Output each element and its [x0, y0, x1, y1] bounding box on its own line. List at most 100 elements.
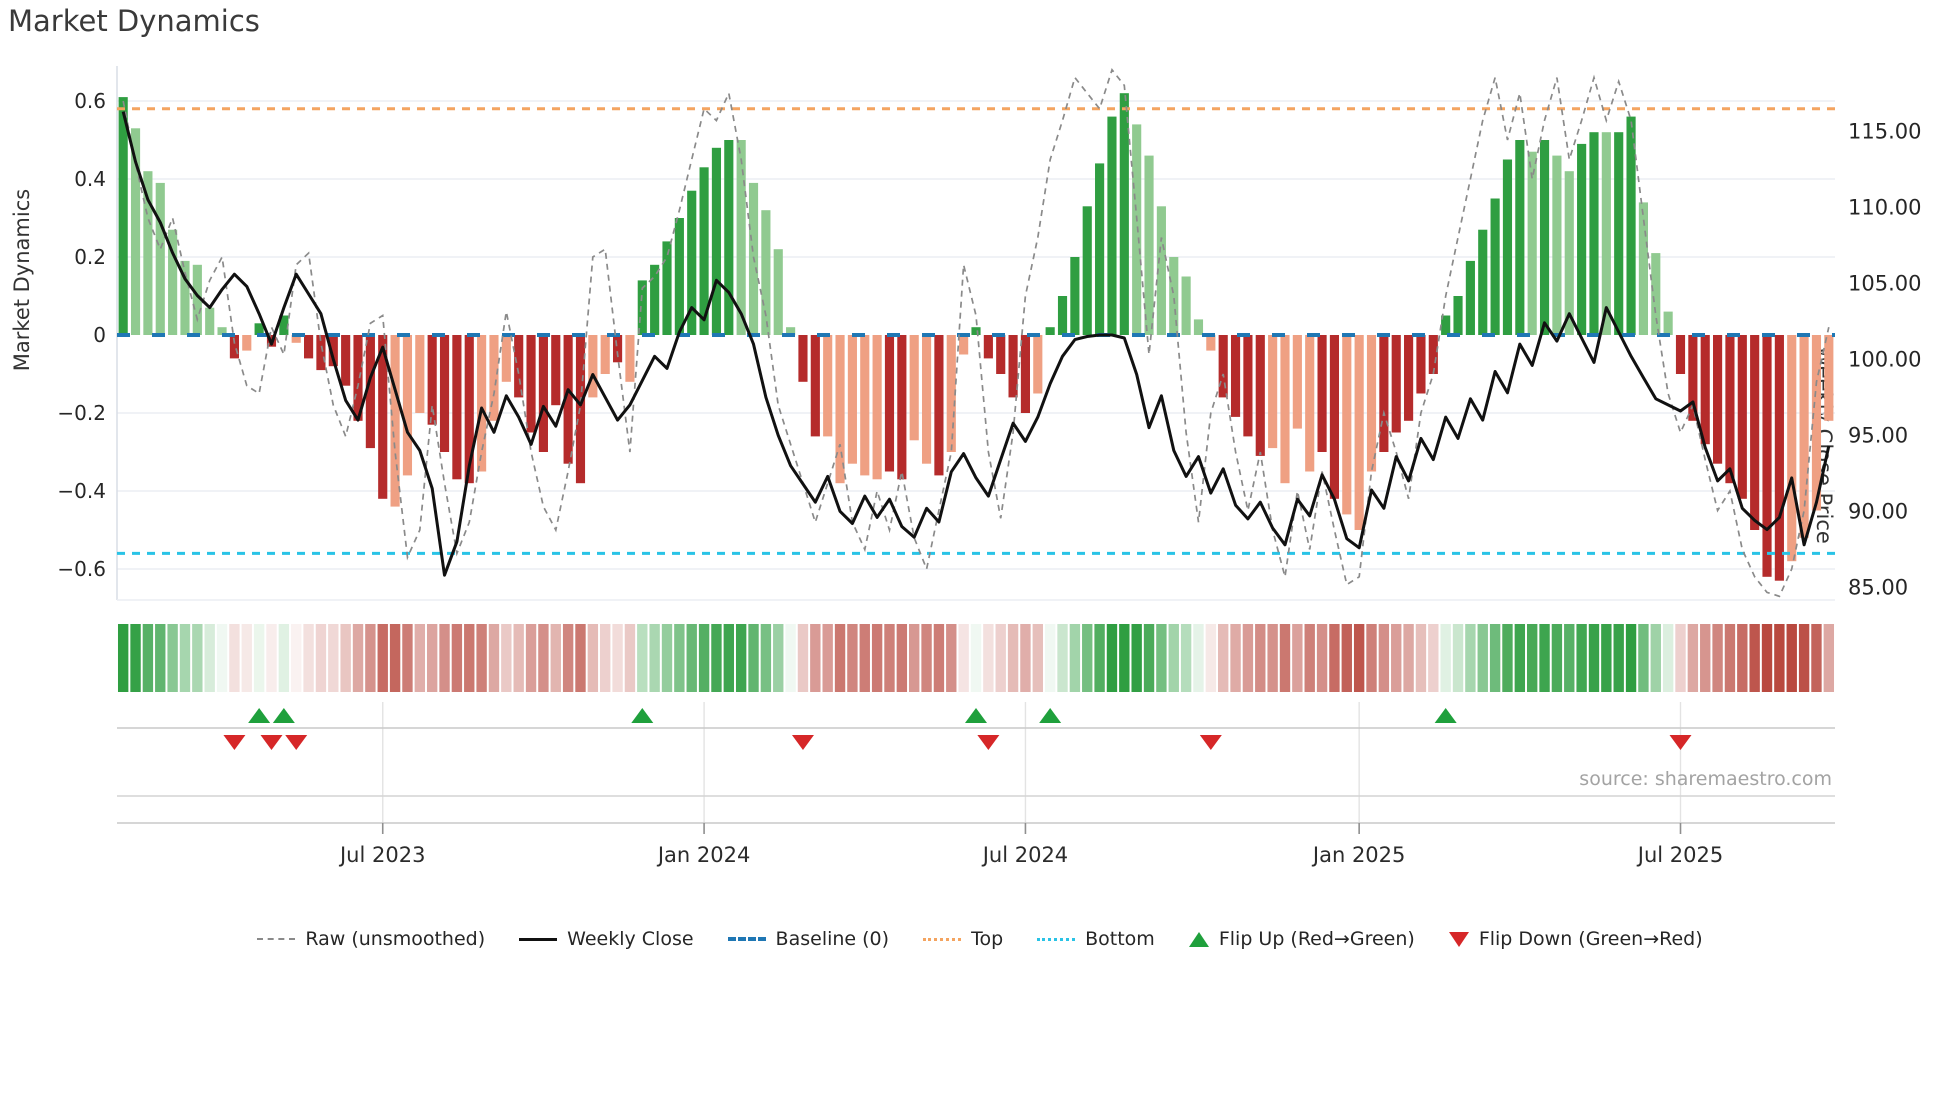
oscillator-bar	[1070, 257, 1080, 335]
flip-up-triangle-icon	[1188, 931, 1209, 947]
heatmap-cell	[637, 624, 648, 692]
oscillator-bar	[612, 335, 623, 363]
oscillator-bar	[637, 280, 647, 335]
oscillator-bar	[798, 335, 808, 382]
heatmap-cell	[1601, 624, 1612, 692]
heatmap-cell	[1749, 624, 1760, 692]
oscillator-bar	[1614, 132, 1624, 335]
legend-label: Flip Down (Green→Red)	[1478, 928, 1703, 950]
right-tick-label: 105.00	[1848, 271, 1921, 295]
oscillator-bar	[934, 335, 944, 476]
oscillator-bar	[1502, 159, 1513, 335]
heatmap-cell	[488, 624, 500, 692]
heatmap-cell	[328, 624, 339, 692]
oscillator-bar	[1243, 335, 1253, 437]
flip-down-marker-icon	[285, 735, 308, 750]
oscillator-bar	[1082, 206, 1092, 335]
heatmap-cell	[1724, 624, 1736, 692]
heatmap-cell	[748, 624, 759, 692]
oscillator-bar	[316, 335, 326, 371]
heatmap-cell	[1316, 624, 1328, 692]
oscillator-bar	[996, 335, 1006, 374]
heatmap-cell	[1761, 624, 1773, 692]
oscillator-bar	[1638, 202, 1648, 335]
heatmap-cell	[1032, 624, 1043, 692]
heatmap-cell	[884, 624, 895, 692]
heatmap-cell	[1737, 624, 1748, 692]
heatmap-cell	[340, 624, 351, 692]
heatmap-cell	[1069, 624, 1081, 692]
oscillator-bar	[1799, 335, 1809, 538]
heatmap-cell	[958, 624, 969, 692]
oscillator-bar	[279, 315, 289, 335]
heatmap-cell	[723, 624, 734, 692]
oscillator-bar	[501, 335, 511, 382]
heatmap-cell	[921, 624, 932, 692]
oscillator-bar	[699, 167, 709, 335]
heatmap-cell	[352, 624, 364, 692]
heatmap-cell	[1786, 624, 1797, 692]
heatmap-cell	[946, 624, 957, 692]
oscillator-bar	[1218, 335, 1228, 398]
heatmap-cell	[1304, 624, 1315, 692]
heatmap-cell	[204, 624, 215, 692]
heatmap-cell	[1539, 624, 1550, 692]
heatmap-cell	[501, 624, 512, 692]
oscillator-bar	[736, 140, 746, 335]
heatmap-cell	[1156, 624, 1167, 692]
oscillator-bar	[1465, 260, 1475, 335]
heatmap-cell	[402, 624, 413, 692]
oscillator-bar	[439, 335, 450, 452]
oscillator-bar	[1441, 315, 1451, 335]
oscillator-bar	[1057, 296, 1068, 335]
oscillator-bar	[1280, 335, 1290, 484]
oscillator-bar	[217, 327, 227, 335]
oscillator-bar	[1539, 140, 1550, 335]
oscillator-bar	[1255, 335, 1265, 456]
heatmap-cell	[600, 624, 611, 692]
heatmap-cell	[192, 624, 203, 692]
heatmap-strip	[117, 624, 1835, 692]
oscillator-bar	[588, 335, 598, 398]
oscillator-bar	[1527, 151, 1537, 335]
heatmap-cell	[1638, 624, 1649, 692]
oscillator-bar	[1811, 335, 1822, 511]
heatmap-cell	[179, 624, 191, 692]
oscillator-bar	[304, 335, 314, 359]
oscillator-bar	[489, 335, 499, 421]
heatmap-cell	[1675, 624, 1686, 692]
heatmap-cell	[1440, 624, 1451, 692]
flip-down-marker-icon	[1199, 735, 1222, 750]
heatmap-cell	[871, 624, 883, 692]
heatmap-cell	[1489, 624, 1501, 692]
flip-down-marker-icon	[977, 735, 1000, 750]
oscillator-bar	[180, 260, 190, 335]
right-tick-label: 110.00	[1848, 195, 1921, 219]
heatmap-cell	[1255, 624, 1266, 692]
right-tick-label: 90.00	[1848, 499, 1908, 523]
heatmap-cell	[1119, 624, 1130, 692]
heatmap-cell	[1391, 624, 1402, 692]
heatmap-cell	[1267, 624, 1278, 692]
oscillator-bar	[192, 264, 202, 335]
oscillator-bar	[365, 335, 375, 449]
heatmap-cell	[847, 624, 858, 692]
oscillator-bar	[674, 218, 684, 335]
left-tick-label: 0.2	[74, 245, 106, 269]
oscillator-bar	[328, 335, 338, 367]
heatmap-cell	[1106, 624, 1118, 692]
oscillator-bar	[724, 140, 734, 335]
oscillator-bar	[1317, 335, 1327, 452]
oscillator-bar	[1107, 116, 1117, 335]
flip-down-triangle-icon	[1448, 931, 1469, 947]
raw-unsmoothed-line	[122, 68, 1830, 598]
oscillator-bar	[353, 335, 363, 421]
legend-label: Bottom	[1085, 928, 1155, 950]
x-tick-label: Jan 2024	[656, 843, 751, 867]
heatmap-cell	[612, 624, 623, 692]
oscillator-bar	[847, 335, 857, 464]
heatmap-cell	[1477, 624, 1488, 692]
oscillator-bar	[625, 335, 635, 382]
oscillator-bar	[341, 335, 351, 386]
oscillator-bar	[254, 323, 264, 335]
